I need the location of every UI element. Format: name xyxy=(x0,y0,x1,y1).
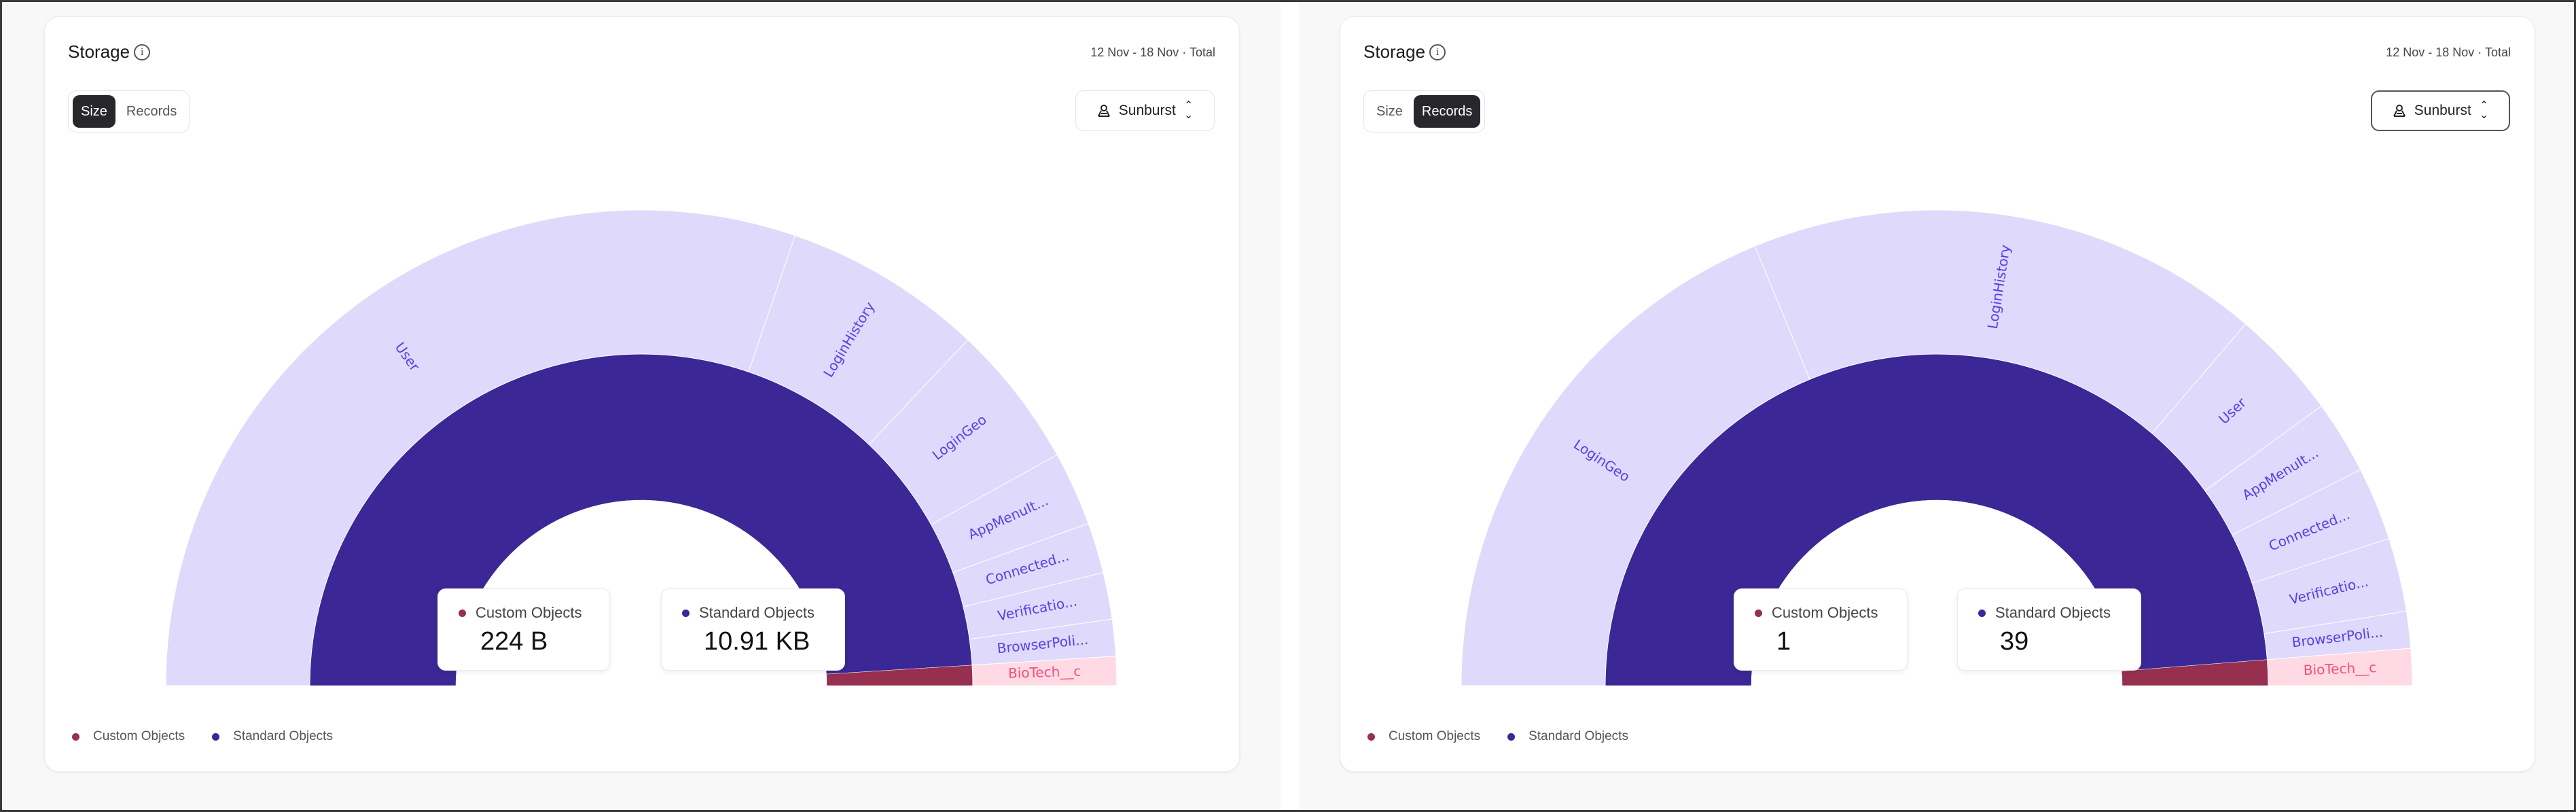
tooltip-label: Standard Objects xyxy=(1995,604,2111,621)
storage-card-records: Storage i 12 Nov - 18 Nov · Total Size R… xyxy=(1340,16,2535,772)
sunburst-chart: User LoginHistoryLoginGeoAppMenuIt...Conn… xyxy=(165,209,1117,686)
chart-type-select[interactable]: Sunburst ⌃ ⌄ xyxy=(1075,90,1215,131)
outer-segment-logingeo[interactable] xyxy=(1461,245,1810,686)
toggle-records[interactable]: Records xyxy=(1413,95,1481,128)
toggle-size[interactable]: Size xyxy=(73,95,115,128)
sunburst-icon xyxy=(1097,105,1110,117)
tooltip-custom-objects: Custom Objects 224 B xyxy=(437,588,610,671)
panel-divider xyxy=(1281,2,1299,810)
tooltip-standard-objects: Standard Objects 10.91 KB xyxy=(661,588,845,671)
legend-dot xyxy=(1367,732,1375,741)
legend-dot xyxy=(212,732,220,741)
storage-card-size: Storage i 12 Nov - 18 Nov · Total Size R… xyxy=(44,16,1240,772)
outer-segment-loginhistory[interactable] xyxy=(1754,209,2247,434)
card-title: Storage i xyxy=(68,41,151,63)
chevron-updown-icon: ⌃ ⌄ xyxy=(2479,100,2489,121)
tooltip-value: 10.91 KB xyxy=(704,627,810,656)
chart-type-label: Sunburst xyxy=(1118,103,1176,118)
outer-segment-biotech-c[interactable] xyxy=(2266,648,2413,686)
legend-label: Standard Objects xyxy=(1528,729,1628,743)
toggle-records[interactable]: Records xyxy=(126,104,177,119)
chevron-updown-icon: ⌃ ⌄ xyxy=(1183,100,1194,121)
segment-label-biotech-c: BioTech__c xyxy=(2303,659,2376,678)
tooltip-value: 1 xyxy=(1776,627,1791,656)
standard-dot xyxy=(682,609,690,617)
chart-legend: Custom Objects Standard Objects xyxy=(1367,729,1628,744)
tooltip-label: Custom Objects xyxy=(476,604,582,621)
chart-type-label: Sunburst xyxy=(2414,103,2471,118)
tooltip-value: 39 xyxy=(2000,627,2029,656)
legend-dot xyxy=(72,732,79,741)
tooltip-label: Standard Objects xyxy=(699,604,815,621)
legend-standard-objects[interactable]: Standard Objects xyxy=(212,729,333,744)
tooltip-standard-objects: Standard Objects 39 xyxy=(1957,588,2141,671)
outer-segment-biotech-c[interactable] xyxy=(971,656,1117,686)
title-text: Storage xyxy=(1363,41,1426,62)
chart-type-select[interactable]: Sunburst ⌃ ⌄ xyxy=(2371,90,2510,131)
legend-custom-objects[interactable]: Custom Objects xyxy=(72,729,185,744)
chart-legend: Custom Objects Standard Objects xyxy=(72,729,333,744)
legend-standard-objects[interactable]: Standard Objects xyxy=(1507,729,1628,744)
legend-label: Standard Objects xyxy=(233,729,333,743)
tooltip-value: 224 B xyxy=(480,627,548,656)
custom-dot xyxy=(1755,609,1762,617)
info-icon[interactable]: i xyxy=(134,43,151,60)
custom-dot xyxy=(459,609,466,617)
info-icon[interactable]: i xyxy=(1429,43,1446,60)
legend-dot xyxy=(1507,732,1516,741)
legend-custom-objects[interactable]: Custom Objects xyxy=(1367,729,1480,744)
sunburst-icon xyxy=(2393,105,2405,117)
date-range: 12 Nov - 18 Nov · Total xyxy=(2386,46,2511,59)
tooltip-custom-objects: Custom Objects 1 xyxy=(1734,588,1908,671)
legend-label: Custom Objects xyxy=(1389,729,1481,743)
metric-toggle: Size Records xyxy=(1363,90,1486,133)
tooltip-label: Custom Objects xyxy=(1772,604,1878,621)
sunburst-chart: LoginGeoLoginHistoryUserAppMenuIt...Conn… xyxy=(1461,209,2413,686)
title-text: Storage xyxy=(68,41,130,62)
standard-dot xyxy=(1978,609,1986,617)
date-range: 12 Nov - 18 Nov · Total xyxy=(1090,46,1215,59)
toggle-size[interactable]: Size xyxy=(1376,104,1403,119)
metric-toggle: Size Records xyxy=(68,90,190,133)
outer-segment-user[interactable] xyxy=(165,209,796,686)
legend-label: Custom Objects xyxy=(93,729,185,743)
card-title: Storage i xyxy=(1363,41,1446,63)
segment-label-biotech-c: BioTech__c xyxy=(1008,663,1081,682)
